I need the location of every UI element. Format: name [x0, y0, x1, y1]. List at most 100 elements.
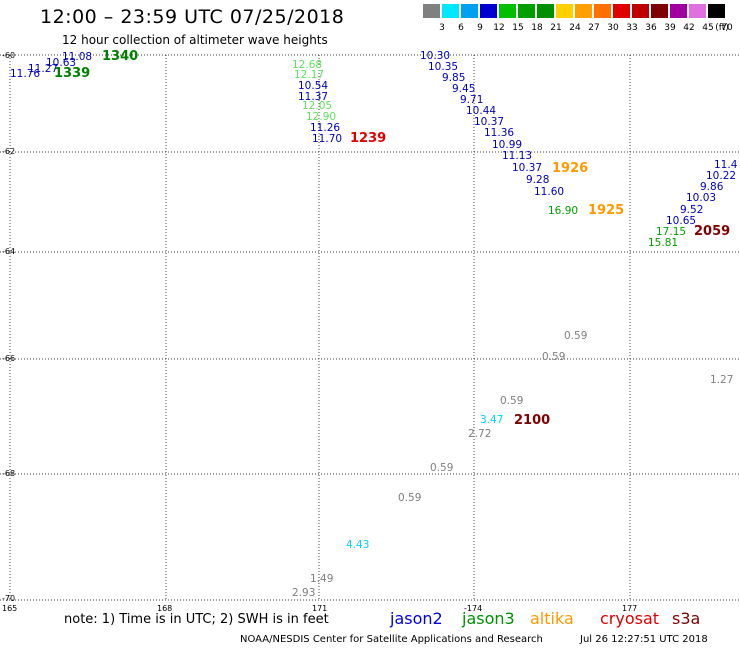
wave-height-value: 1.49 — [310, 573, 334, 585]
wave-height-value: 3.47 — [480, 414, 504, 426]
scale-swatch — [423, 4, 440, 18]
wave-height-value: 0.59 — [564, 330, 588, 342]
scale-label: 36 — [645, 23, 657, 33]
wave-height-value: 9.85 — [442, 72, 466, 84]
lon-label: 177 — [622, 604, 638, 613]
scale-swatch — [480, 4, 497, 18]
scale-swatch — [594, 4, 611, 18]
pass-time-label: 1239 — [350, 131, 387, 146]
lat-label: -60 — [2, 51, 16, 60]
map-subtitle: 12 hour collection of altimeter wave hei… — [62, 33, 328, 47]
wave-height-value: 10.37 — [474, 116, 505, 128]
scale-label: 18 — [531, 23, 543, 33]
wave-height-value: 10.22 — [706, 170, 737, 182]
wave-height-value: 11.60 — [534, 186, 565, 198]
generation-timestamp: Jul 26 12:27:51 UTC 2018 — [580, 634, 708, 645]
footer-note: note: 1) Time is in UTC; 2) SWH is in fe… — [64, 612, 329, 627]
wave-height-value: 11.37 — [298, 91, 329, 103]
scale-label: 24 — [569, 23, 581, 33]
wave-height-value: 0.59 — [398, 492, 422, 504]
wave-height-value: 0.59 — [430, 462, 454, 474]
wave-height-value: 11.76 — [10, 68, 41, 80]
wave-height-value: 11.26 — [310, 122, 341, 134]
scale-unit: (ft) — [715, 23, 729, 33]
wave-height-value: 11.70 — [312, 133, 343, 145]
wave-height-value: 0.59 — [542, 351, 566, 363]
wave-height-value: 10.54 — [298, 80, 329, 92]
scale-label: 42 — [683, 23, 695, 33]
scale-swatch — [556, 4, 573, 18]
scale-label: 45 — [702, 23, 714, 33]
pass-time-label: 1339 — [54, 66, 91, 81]
pass-time-label: 1926 — [552, 161, 589, 176]
wave-height-value: 12.90 — [306, 111, 337, 123]
lon-label: 171 — [312, 604, 328, 613]
scale-swatch — [651, 4, 668, 18]
credit-line: NOAA/NESDIS Center for Satellite Applica… — [240, 634, 543, 645]
pass-time-label: 2100 — [514, 413, 551, 428]
satellite-legend-item: jason3 — [462, 609, 515, 628]
scale-swatch — [442, 4, 459, 18]
wave-height-value: 9.86 — [700, 181, 724, 193]
wave-height-value: 1.27 — [710, 374, 734, 386]
scale-swatch — [575, 4, 592, 18]
wave-height-value: 10.30 — [420, 50, 451, 62]
scale-label: 3 — [439, 23, 445, 33]
scale-label: 15 — [512, 23, 524, 33]
satellite-legend-item: altika — [530, 609, 574, 628]
scale-label: 6 — [458, 23, 464, 33]
satellite-legend-item: cryosat — [600, 609, 660, 628]
scale-label: 9 — [477, 23, 483, 33]
wave-height-value: 9.28 — [526, 174, 550, 186]
wave-height-value: 12.68 — [292, 59, 323, 71]
pass-time-label: 1925 — [588, 203, 625, 218]
scale-swatch — [689, 4, 706, 18]
wave-height-value: 11.08 — [62, 51, 93, 63]
lat-label: -62 — [2, 147, 16, 156]
pass-time-label: 1340 — [102, 49, 139, 64]
satellite-legend-item: jason2 — [390, 609, 443, 628]
wave-height-value: 10.03 — [686, 192, 717, 204]
map-title: 12:00 – 23:59 UTC 07/25/2018 — [40, 6, 345, 28]
wave-height-value: 9.52 — [680, 204, 704, 216]
scale-label: 70 — [721, 23, 733, 33]
wave-height-value: 10.35 — [428, 61, 459, 73]
lat-label: -68 — [2, 469, 16, 478]
wave-height-value: 11.27 — [28, 63, 59, 75]
scale-label: 33 — [626, 23, 638, 33]
lon-label: -174 — [464, 604, 483, 613]
scale-swatch — [537, 4, 554, 18]
scale-label: 21 — [550, 23, 562, 33]
wave-height-value: 11.13 — [502, 150, 533, 162]
scale-swatch — [461, 4, 478, 18]
pass-time-label: 2059 — [694, 224, 731, 239]
lat-label: -66 — [2, 354, 16, 363]
graticule — [0, 54, 740, 601]
wave-height-value: 9.45 — [452, 83, 476, 95]
scale-swatch — [518, 4, 535, 18]
lon-label: 168 — [157, 604, 173, 613]
scale-swatch — [499, 4, 516, 18]
scale-swatch — [613, 4, 630, 18]
wave-height-value: 12.05 — [302, 100, 333, 112]
wave-height-value: 12.17 — [294, 69, 325, 81]
wave-height-value: 9.71 — [460, 94, 484, 106]
wave-height-value: 10.63 — [46, 57, 77, 69]
color-scale-legend: 3 6 9 12 15 18 21 24 27 30 33 36 39 42 45 70 (ft) — [420, 4, 733, 34]
wave-height-value: 2.72 — [468, 428, 492, 440]
scale-label: 12 — [493, 23, 505, 33]
wave-height-value: 10.99 — [492, 139, 523, 151]
scale-swatch — [708, 4, 725, 18]
scale-swatch — [670, 4, 687, 18]
wave-height-value: 10.65 — [666, 215, 697, 227]
lat-label: -64 — [2, 247, 16, 256]
wave-height-value: 10.44 — [466, 105, 497, 117]
scale-label: 30 — [607, 23, 619, 33]
wave-height-value: 4.43 — [346, 539, 370, 551]
wave-height-value: 2.93 — [292, 587, 316, 599]
scale-label: 27 — [588, 23, 600, 33]
wave-height-value: 17.15 — [656, 226, 687, 238]
wave-height-value: 10.37 — [512, 162, 543, 174]
wave-height-value: 11.4 — [714, 159, 738, 171]
